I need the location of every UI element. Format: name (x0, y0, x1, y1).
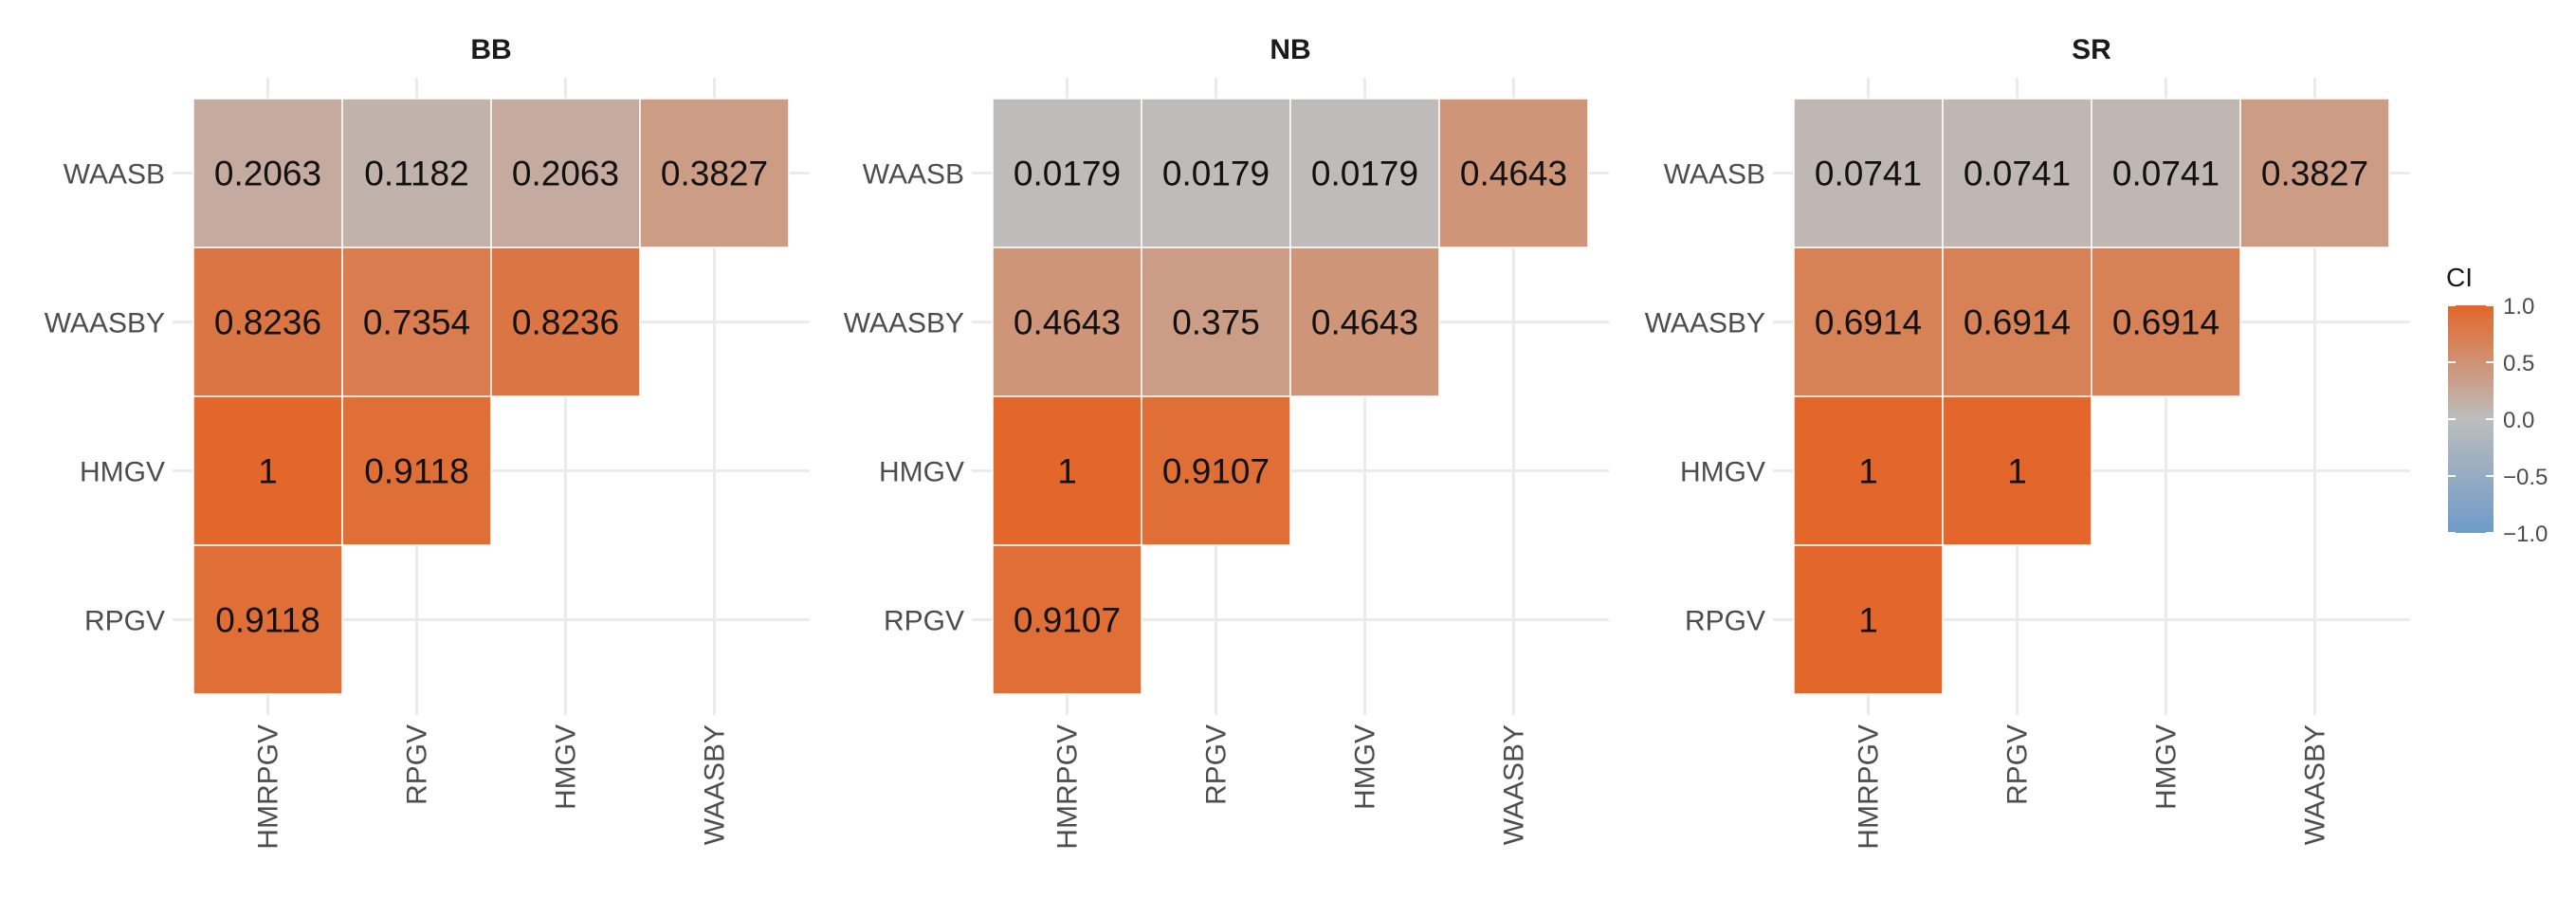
cell-value-label: 0.4643 (1460, 155, 1567, 193)
cell-value-label: 0.9107 (1162, 452, 1270, 491)
x-tick-label: RPGV (2002, 724, 2034, 805)
legend-tick-label: −0.5 (2503, 465, 2548, 490)
color-legend: CI 1.0 0.5 0.0 −0.5 −1.0 (2446, 263, 2548, 547)
heatmap-cell (992, 395, 1142, 546)
y-tick-label: WAASBY (45, 308, 165, 339)
y-tick-label: HMGV (879, 457, 964, 488)
y-tick-label: RPGV (84, 606, 165, 637)
cell-value-label: 0.3827 (2261, 155, 2368, 193)
x-tick-label: WAASBY (2300, 724, 2331, 845)
heatmap-cell (639, 98, 790, 248)
y-tick-label: WAASB (1664, 159, 1765, 191)
cell-value-label: 1 (2007, 452, 2027, 491)
x-tick-label: HMGV (1350, 724, 1381, 810)
cell-value-label: 0.9118 (215, 601, 320, 640)
cell-value-label: 0.6914 (1815, 303, 1922, 342)
heatmap-cell (992, 247, 1142, 397)
x-tick-label: RPGV (402, 724, 433, 805)
heatmap-cell (2091, 247, 2241, 397)
panel-nb: NB 0.0179 0.0179 0.0179 0.4643 0.4643 0.375 0.4… (844, 34, 1609, 850)
x-tick-label: RPGV (1201, 724, 1233, 805)
cell-value-label: 0.6914 (2112, 303, 2220, 342)
heatmap-cell (1793, 395, 1944, 546)
cell-value-label: 0.2063 (214, 155, 321, 193)
cell-value-label: 0.0741 (1815, 155, 1922, 193)
x-tick-label: WAASBY (700, 724, 731, 845)
legend-title: CI (2446, 263, 2473, 292)
y-tick-label: WAASBY (1645, 308, 1765, 339)
cell-value-label: 0.2063 (512, 155, 619, 193)
y-tick-label: WAASB (64, 159, 165, 191)
x-tick-label: WAASBY (1499, 724, 1530, 845)
cell-value-label: 0.375 (1172, 303, 1260, 342)
x-tick-label: HMRPGV (1052, 724, 1084, 850)
heatmap-cell (192, 544, 343, 695)
y-tick-label: HMGV (80, 457, 165, 488)
panel-bb: BB 0.2063 0.1182 0.2063 0.3827 0.8236 0.7354 0.… (45, 34, 810, 850)
x-tick-label: HMRPGV (1854, 724, 1885, 850)
heatmap-cell (341, 247, 492, 397)
x-tick-label: HMGV (2151, 724, 2183, 810)
panel-title: SR (2072, 34, 2111, 65)
cell-value-label: 1 (258, 452, 278, 491)
heatmap-cell (1289, 247, 1440, 397)
heatmap-cell (2239, 98, 2390, 248)
legend-tick-label: −1.0 (2503, 522, 2548, 547)
heatmap-cell (1793, 98, 1944, 248)
cell-value-label: 0.7354 (363, 303, 470, 342)
cell-value-label: 0.4643 (1311, 303, 1418, 342)
heatmap-cell (192, 98, 343, 248)
panel-title: BB (470, 34, 511, 65)
heatmap-cell (1141, 247, 1291, 397)
heatmap-cell (490, 247, 641, 397)
y-tick-label: RPGV (1685, 606, 1765, 637)
cell-value-label: 1 (1858, 601, 1878, 640)
heatmap-cell (341, 98, 492, 248)
cell-value-label: 0.4643 (1014, 303, 1121, 342)
heatmap-cell (192, 395, 343, 546)
cell-value-label: 0.1182 (364, 155, 468, 193)
heatmap-cell (490, 98, 641, 248)
cell-value-label: 0.9107 (1014, 601, 1121, 640)
heatmap-cell (1289, 98, 1440, 248)
panel-sr: SR 0.0741 0.0741 0.0741 0.3827 0.6914 0.6914 0.… (1645, 34, 2410, 850)
y-tick-label: HMGV (1680, 457, 1765, 488)
cell-value-label: 0.8236 (512, 303, 619, 342)
cell-value-label: 0.9118 (364, 452, 468, 491)
y-tick-label: WAASB (863, 159, 964, 191)
cell-value-label: 0.0179 (1162, 155, 1270, 193)
panel-title: NB (1270, 34, 1310, 65)
heatmap-cell (1793, 544, 1944, 695)
heatmap-cell (1141, 395, 1291, 546)
heatmap-cell (1942, 247, 2092, 397)
y-tick-label: RPGV (884, 606, 964, 637)
legend-tick-label: 0.0 (2503, 408, 2534, 433)
x-tick-label: HMRPGV (253, 724, 284, 850)
heatmap-cell (1438, 98, 1589, 248)
heatmap-cell (341, 395, 492, 546)
cell-value-label: 0.3827 (661, 155, 768, 193)
cell-value-label: 0.0741 (1964, 155, 2071, 193)
cell-value-label: 0.6914 (1964, 303, 2071, 342)
heatmap-cell (1942, 395, 2092, 546)
legend-tick-label: 1.0 (2503, 294, 2534, 320)
cell-value-label: 0.0179 (1311, 155, 1418, 193)
heatmap-cell (992, 98, 1142, 248)
cell-value-label: 0.0741 (2112, 155, 2220, 193)
y-tick-label: WAASBY (844, 308, 964, 339)
heatmap-cell (1141, 98, 1291, 248)
cell-value-label: 1 (1858, 452, 1878, 491)
heatmap-cell (992, 544, 1142, 695)
x-tick-label: HMGV (551, 724, 582, 810)
cell-value-label: 0.8236 (214, 303, 321, 342)
cell-value-label: 0.0179 (1014, 155, 1121, 193)
cell-value-label: 1 (1057, 452, 1077, 491)
legend-tick-label: 0.5 (2503, 351, 2534, 376)
